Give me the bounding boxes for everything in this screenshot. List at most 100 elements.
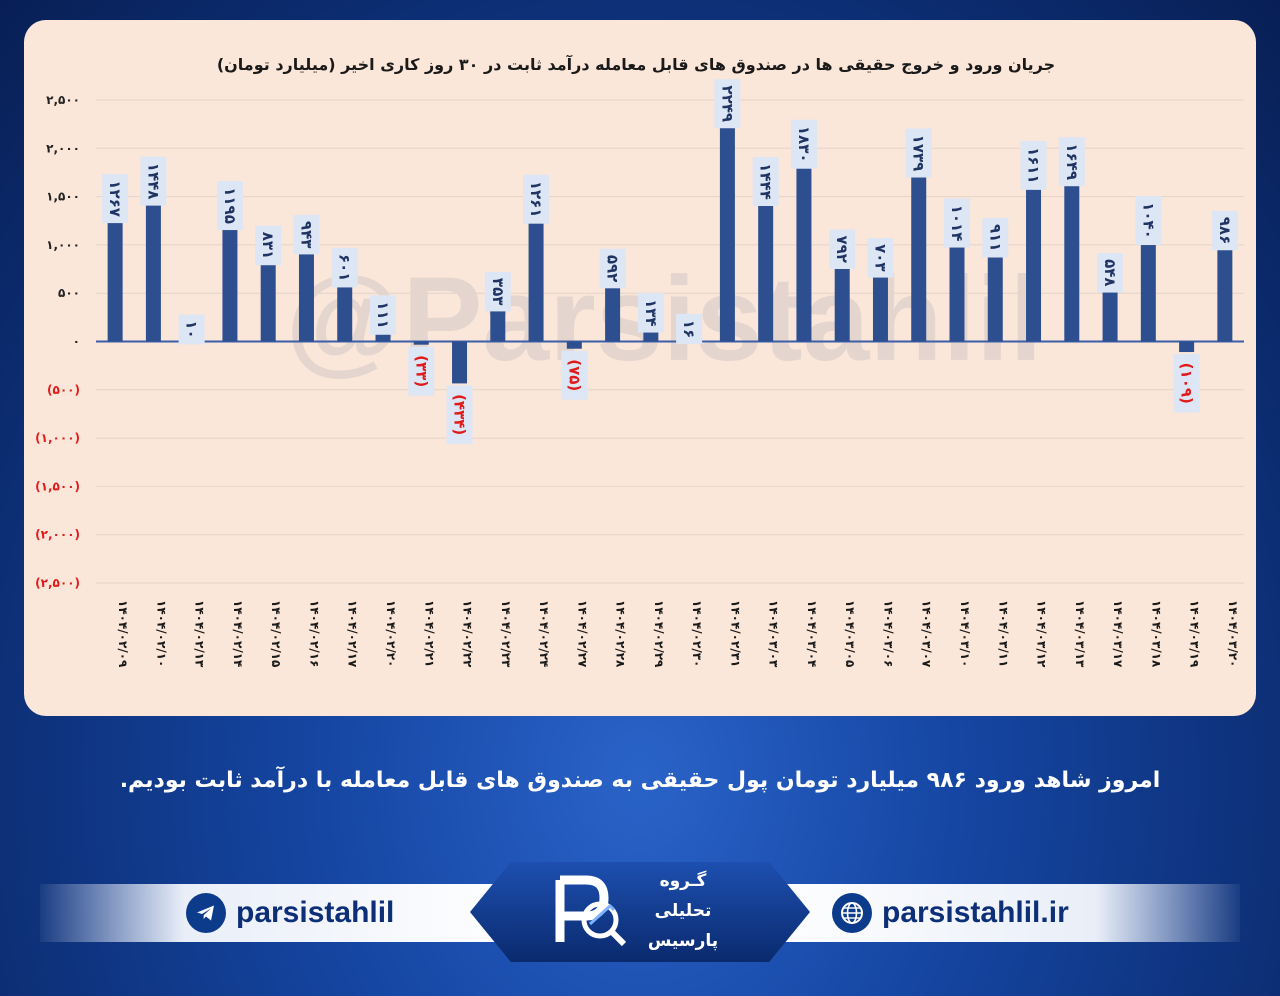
data-label: ۱۷۳۹ — [905, 128, 932, 178]
data-label: ۵۴۸ — [1097, 253, 1124, 293]
x-tick-label: ۱۴۰۴/۰۳/۲۰ — [1226, 600, 1240, 667]
data-label-text: ۱۱۱ — [374, 301, 392, 328]
bar — [605, 284, 621, 342]
y-tick-label: (۵۰۰) — [47, 383, 80, 397]
data-label-box — [599, 248, 626, 289]
x-tick-label: ۱۴۰۴/۰۳/۱۱ — [996, 600, 1010, 667]
bar — [490, 307, 506, 342]
data-label: ۱۲۶۱ — [523, 174, 550, 224]
data-label-box — [523, 174, 550, 224]
data-label-text: ۱۱۹۵ — [221, 187, 239, 224]
telegram-link[interactable]: parsistahlil — [186, 890, 394, 936]
logo-line-3: پارسیس — [647, 931, 719, 951]
data-label: ۱۶ — [676, 313, 703, 344]
x-tick-label: ۱۴۰۴/۰۲/۰۹ — [116, 600, 130, 668]
bar — [1102, 288, 1118, 342]
bar — [145, 201, 161, 342]
data-label: ۱۶۱۱ — [1020, 140, 1047, 190]
bar — [260, 261, 276, 342]
x-tick-label: ۱۴۰۴/۰۳/۱۸ — [1149, 600, 1163, 668]
bar — [872, 273, 888, 342]
x-tick-label: ۱۴۰۴/۰۳/۱۰ — [958, 600, 972, 667]
data-label-box — [714, 79, 741, 129]
bar — [1140, 241, 1156, 342]
data-label: ۱۴۴۴ — [752, 157, 779, 207]
y-tick-label: (۱,۵۰۰) — [35, 479, 80, 493]
data-label-box — [676, 313, 703, 344]
data-label-text: ۱۰۴۰ — [1139, 202, 1157, 239]
data-label-box — [178, 314, 205, 345]
telegram-icon — [186, 893, 226, 933]
bar — [987, 253, 1003, 342]
y-tick-label: (۲,۰۰۰) — [35, 528, 80, 542]
data-label-text: ۱۳۴ — [642, 299, 660, 326]
x-tick-label: ۱۴۰۴/۰۲/۳۰ — [690, 600, 704, 667]
bar — [1064, 182, 1080, 342]
y-tick-label: (۲,۵۰۰) — [35, 576, 80, 590]
data-label-box — [1135, 196, 1162, 246]
logo-line-2: تحلیلی — [654, 901, 712, 921]
y-tick-label: ۱,۵۰۰ — [46, 190, 80, 204]
bar — [222, 226, 238, 342]
data-label-text: ۵۴۸ — [1101, 259, 1119, 286]
data-label-box — [293, 214, 320, 255]
x-tick-label: ۱۴۰۴/۰۲/۱۴ — [231, 600, 245, 667]
data-label-box — [637, 293, 664, 333]
data-label-text: ۱۰۱۴ — [948, 205, 966, 242]
data-label-text: ۱۶۱۱ — [1025, 147, 1043, 184]
bar — [337, 283, 353, 342]
x-tick-label: ۱۴۰۴/۰۳/۱۹ — [1188, 600, 1202, 668]
data-label: ۹۸۶ — [1211, 210, 1238, 251]
bar-chart: @Parsistahlil جریان ورود و خروج حقیقی ها… — [35, 54, 1244, 668]
chart-title: جریان ورود و خروج حقیقی ها در صندوق های … — [217, 54, 1055, 74]
data-label-text: (۴۳۴) — [451, 394, 469, 435]
bar — [1217, 246, 1233, 342]
x-tick-label: ۱۴۰۴/۰۲/۲۸ — [614, 600, 628, 668]
data-label: (۱۰۹) — [1173, 354, 1200, 413]
data-label-box — [752, 157, 779, 207]
data-label-text: ۹۴۳ — [297, 221, 315, 248]
bar — [107, 219, 123, 342]
x-tick-label: ۱۴۰۴/۰۲/۲۷ — [575, 600, 589, 668]
bar — [528, 219, 544, 342]
data-label-text: ۱۴۴۸ — [144, 163, 162, 200]
x-tick-label: ۱۴۰۴/۰۳/۱۲ — [1035, 600, 1049, 668]
bar — [719, 124, 735, 342]
data-label: ۶۰۱ — [331, 247, 358, 288]
globe-icon — [832, 893, 872, 933]
data-label-text: ۱۷۳۹ — [910, 135, 928, 172]
bar — [796, 164, 812, 342]
data-label: ۷۹۲ — [829, 229, 856, 269]
data-label: ۹۴۳ — [293, 214, 320, 255]
x-tick-label: ۱۴۰۴/۰۲/۲۰ — [384, 600, 398, 667]
data-label: (۳۳) — [408, 346, 435, 396]
data-label: ۱۰ — [178, 314, 205, 345]
data-label: ۲۲۴۹ — [714, 79, 741, 129]
data-label-text: ۱۲۶۷ — [106, 180, 124, 217]
data-label: ۳۵۳ — [484, 271, 511, 312]
x-tick-label: ۱۴۰۴/۰۲/۲۴ — [537, 600, 551, 667]
data-label-box — [484, 271, 511, 312]
data-label: (۴۳۴) — [446, 385, 473, 444]
website-link[interactable]: parsistahlil.ir — [832, 890, 1069, 936]
data-label: ۱۰۴۰ — [1135, 196, 1162, 246]
data-label: ۱۲۶۷ — [102, 174, 129, 224]
data-label-box — [446, 385, 473, 444]
data-label-box — [829, 229, 856, 269]
x-tick-label: ۱۴۰۴/۰۲/۲۳ — [499, 600, 513, 668]
data-label-text: ۷۰۳ — [871, 244, 889, 271]
data-label: ۷۰۳ — [867, 238, 894, 278]
data-label-box — [982, 217, 1009, 258]
parsis-logo-icon — [555, 875, 627, 947]
data-label: ۹۱۱ — [982, 217, 1009, 258]
x-tick-label: ۱۴۰۴/۰۲/۱۶ — [307, 600, 321, 667]
x-tick-label: ۱۴۰۴/۰۲/۱۳ — [193, 600, 207, 668]
data-label-box — [1097, 253, 1124, 293]
bar — [452, 341, 468, 384]
website-url: parsistahlil.ir — [882, 896, 1069, 929]
data-label: ۸۳۱ — [255, 225, 282, 266]
x-tick-label: ۱۴۰۴/۰۳/۰۷ — [920, 600, 934, 668]
bar — [949, 243, 965, 342]
bar — [1026, 185, 1042, 342]
data-label: ۱۶۴۹ — [1058, 137, 1085, 187]
